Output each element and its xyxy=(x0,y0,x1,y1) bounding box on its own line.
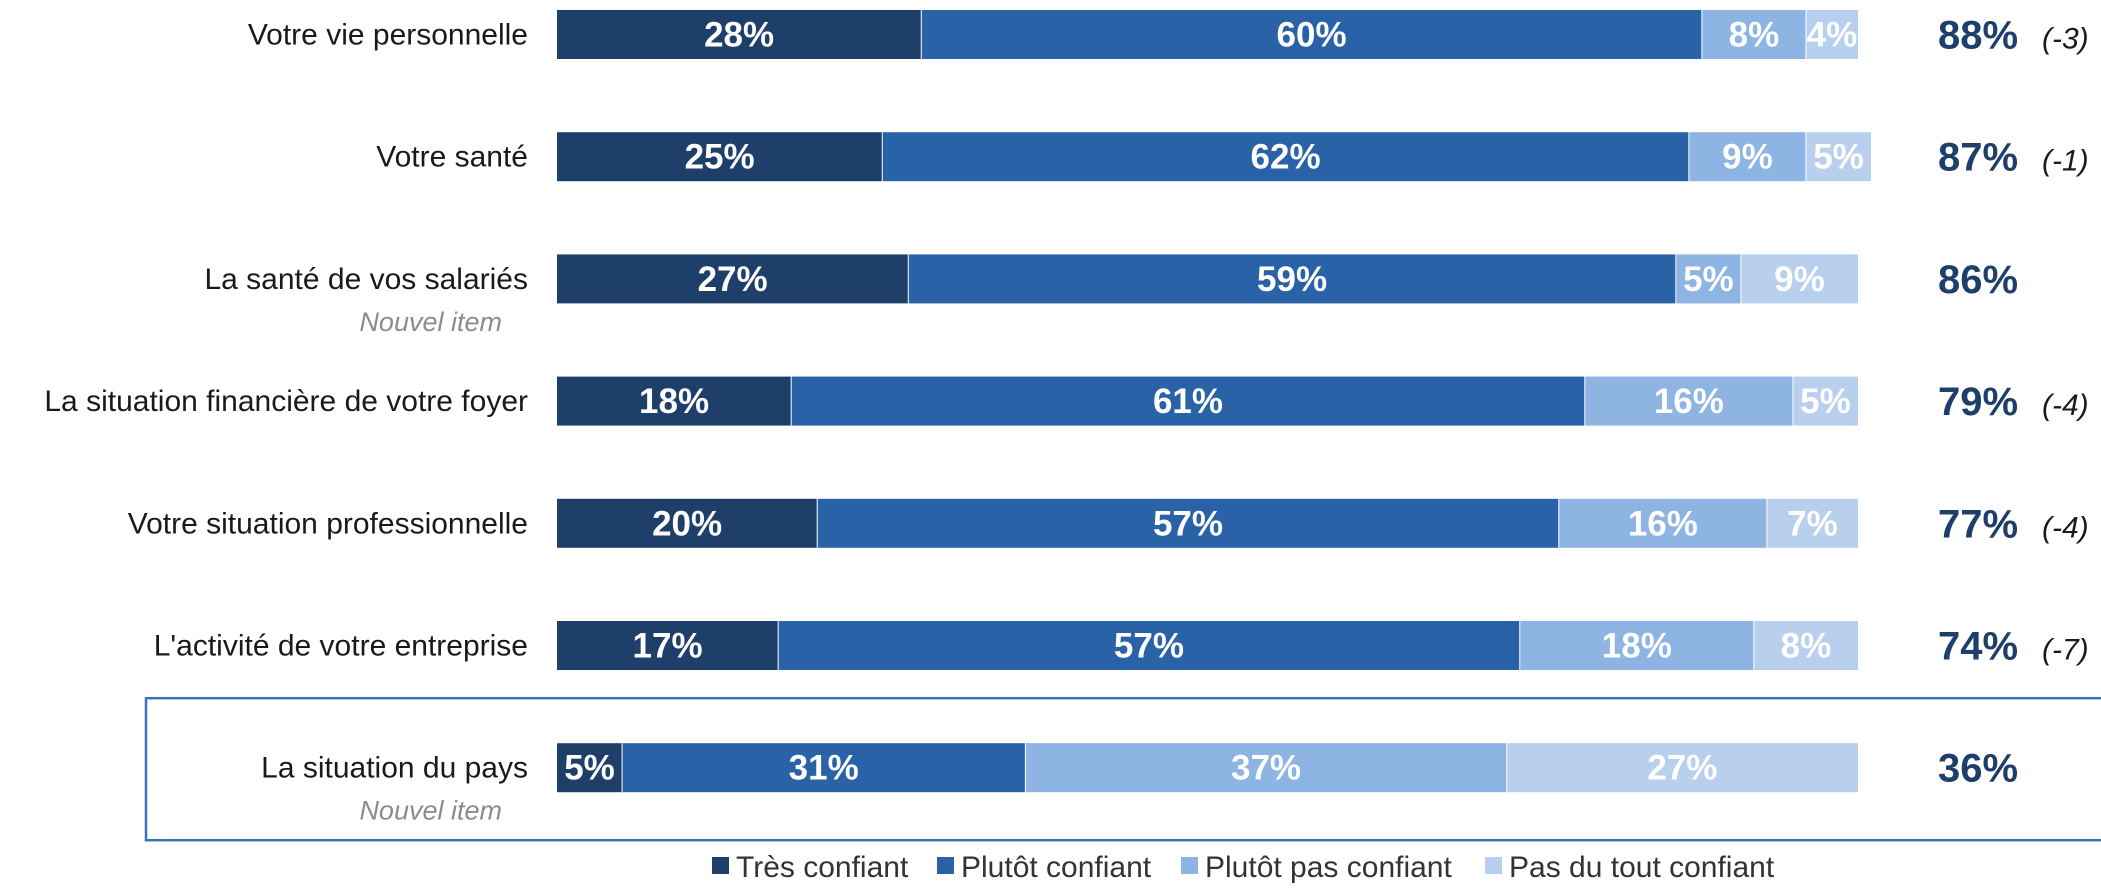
data-label: 16% xyxy=(1628,504,1698,543)
total-label: 88% xyxy=(1938,14,2018,58)
bar-segment xyxy=(557,376,792,426)
bar-segment xyxy=(557,10,922,59)
new-item-note: Nouvel item xyxy=(359,307,502,337)
data-label: 4% xyxy=(1807,16,1858,55)
category-label: Votre vie personnelle xyxy=(248,19,528,52)
delta-label: (-4) xyxy=(2042,389,2089,422)
total-label: 87% xyxy=(1938,136,2018,180)
highlight-box xyxy=(144,696,2101,842)
legend-entry: Pas du tout confiant xyxy=(1509,851,1775,884)
total-label: 74% xyxy=(1938,625,2018,669)
data-label: 59% xyxy=(1257,260,1327,299)
category-label: L'activité de votre entreprise xyxy=(154,630,528,663)
bar-segment xyxy=(557,743,623,793)
labels-layer: Votre vie personnelle 28% 60% 8% 4% 88% (-3) Vo… xyxy=(44,14,2088,826)
legend-swatch xyxy=(1181,857,1198,874)
total-label: 79% xyxy=(1938,380,2018,424)
bar-segment xyxy=(1740,254,1858,304)
data-label: 57% xyxy=(1153,504,1223,543)
bar-segment xyxy=(557,498,818,548)
category-label: La santé de vos salariés xyxy=(204,263,528,296)
data-label: 20% xyxy=(652,504,722,543)
data-label: 8% xyxy=(1781,627,1832,666)
category-label: La situation financière de votre foyer xyxy=(44,385,528,418)
data-label: 9% xyxy=(1722,138,1773,177)
legend-swatch xyxy=(1485,857,1502,874)
category-label: La situation du pays xyxy=(261,752,528,785)
bar-segment xyxy=(1688,132,1806,182)
bar-segment xyxy=(1025,743,1507,793)
bar-segment xyxy=(791,376,1585,426)
data-label: 17% xyxy=(633,627,703,666)
data-label: 27% xyxy=(1647,749,1717,788)
data-label: 28% xyxy=(704,16,774,55)
category-label: Votre situation professionnelle xyxy=(128,507,528,540)
data-label: 8% xyxy=(1729,16,1780,55)
delta-label: (-1) xyxy=(2042,145,2089,178)
delta-label: (-3) xyxy=(2042,23,2089,56)
bar-segment xyxy=(1792,376,1858,426)
legend-swatch xyxy=(712,857,729,874)
legend-entry: Plutôt pas confiant xyxy=(1205,851,1452,884)
delta-label: (-4) xyxy=(2042,511,2089,544)
bar-segment xyxy=(1701,10,1806,59)
data-label: 60% xyxy=(1277,16,1347,55)
bar-segment xyxy=(1753,621,1858,670)
bar-segment xyxy=(1805,132,1872,182)
bar-segment xyxy=(882,132,1689,182)
bar-segment xyxy=(557,621,779,670)
bar-segment xyxy=(1584,376,1793,426)
data-label: 62% xyxy=(1251,138,1321,177)
bar-segment xyxy=(1558,498,1767,548)
data-label: 18% xyxy=(1602,627,1672,666)
data-label: 27% xyxy=(698,260,768,299)
bar-segment xyxy=(557,254,909,304)
legend-entry: Plutôt confiant xyxy=(961,851,1152,884)
data-label: 5% xyxy=(1800,382,1851,421)
data-label: 57% xyxy=(1114,627,1184,666)
new-item-note: Nouvel item xyxy=(359,796,502,826)
bar-segment xyxy=(1506,743,1858,793)
data-label: 16% xyxy=(1654,382,1724,421)
bar-segment xyxy=(817,498,1559,548)
total-label: 86% xyxy=(1938,258,2018,302)
bar-segment xyxy=(1519,621,1754,670)
bars-layer xyxy=(557,10,1872,793)
data-label: 61% xyxy=(1153,382,1223,421)
bar-segment xyxy=(1766,498,1858,548)
bar-segment xyxy=(921,10,1702,59)
delta-label: (-7) xyxy=(2042,634,2089,667)
legend-swatch xyxy=(937,857,954,874)
total-label: 77% xyxy=(1938,502,2018,546)
data-label: 5% xyxy=(564,749,615,788)
highlight-layer xyxy=(144,696,2101,842)
data-label: 37% xyxy=(1231,749,1301,788)
data-label: 18% xyxy=(639,382,709,421)
data-label: 5% xyxy=(1683,260,1734,299)
legend: Très confiant Plutôt confiant Plutôt pas c… xyxy=(712,851,1775,884)
total-label: 36% xyxy=(1938,747,2018,791)
bar-segment xyxy=(908,254,1676,304)
category-label: Votre santé xyxy=(376,141,528,174)
data-label: 31% xyxy=(789,749,859,788)
data-label: 25% xyxy=(685,138,755,177)
data-label: 9% xyxy=(1774,260,1825,299)
bar-segment xyxy=(1675,254,1741,304)
bar-segment xyxy=(557,132,883,182)
bar-segment xyxy=(622,743,1026,793)
bar-segment xyxy=(778,621,1520,670)
bar-segment xyxy=(1805,10,1858,59)
data-label: 5% xyxy=(1813,138,1864,177)
legend-entry: Très confiant xyxy=(736,851,909,884)
data-label: 7% xyxy=(1787,504,1838,543)
